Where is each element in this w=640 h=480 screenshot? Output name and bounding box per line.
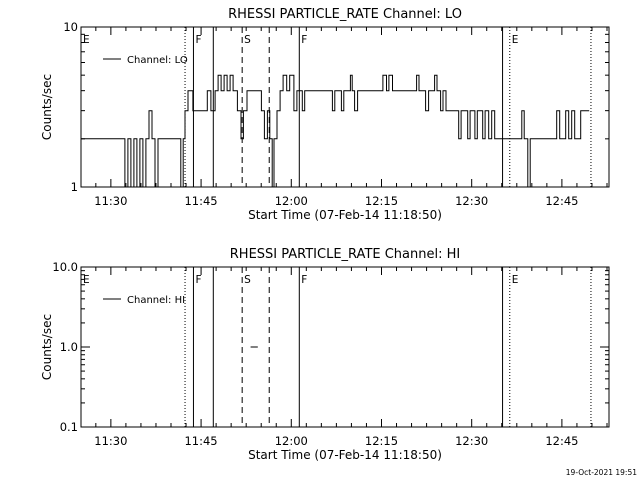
x-tick-label: 12:00 <box>275 434 308 448</box>
plot-frame <box>80 266 610 428</box>
event-marker-label: F <box>301 34 307 46</box>
event-marker-label: S <box>244 274 251 286</box>
event-marker-label: S <box>244 34 251 46</box>
event-marker-label: F <box>301 274 307 286</box>
chart-panel-2: RHESSI PARTICLE_RATE Channel: HI 0.1 1.0 10… <box>40 247 610 462</box>
y-tick-label: 1.0 <box>60 340 78 354</box>
plot-frame <box>80 26 610 188</box>
x-tick-label: 12:45 <box>545 434 578 448</box>
event-marker-label: E <box>512 274 519 286</box>
series-line-Channel: LO <box>81 74 590 188</box>
x-tick-label: 12:15 <box>365 434 398 448</box>
chart-panel-1: RHESSI PARTICLE_RATE Channel: LO 1 10 Count… <box>40 7 610 222</box>
x-axis-label: Start Time (07-Feb-14 11:18:50) <box>248 448 442 462</box>
x-tick-label: 11:30 <box>94 434 127 448</box>
event-marker-label: E <box>83 274 90 286</box>
x-tick-label: 12:15 <box>365 194 398 208</box>
chart-title: RHESSI PARTICLE_RATE Channel: LO <box>228 7 462 22</box>
y-tick-label: 0.1 <box>60 420 78 434</box>
timestamp: 19-Oct-2021 19:51 <box>566 468 637 477</box>
y-axis-label: Counts/sec <box>40 74 54 140</box>
y-axis-label: Counts/sec <box>40 314 54 380</box>
x-tick-label: 12:45 <box>545 194 578 208</box>
x-tick-label: 11:30 <box>94 194 127 208</box>
y-tick-label: 1 <box>71 180 78 194</box>
y-tick-label: 10 <box>63 20 78 34</box>
legend-entry: Channel: HI <box>127 295 185 306</box>
x-tick-label: 11:45 <box>184 194 217 208</box>
legend-entry: Channel: LO <box>127 55 188 66</box>
x-tick-label: 12:00 <box>275 194 308 208</box>
x-tick-label: 12:30 <box>455 194 488 208</box>
event-marker-label: E <box>83 34 90 46</box>
event-marker-label: F <box>195 34 201 46</box>
event-marker-label: F <box>195 274 201 286</box>
x-tick-label: 11:45 <box>184 434 217 448</box>
x-axis-label: Start Time (07-Feb-14 11:18:50) <box>248 208 442 222</box>
event-marker-label: E <box>512 34 519 46</box>
y-tick-label: 10.0 <box>52 260 78 274</box>
x-tick-label: 12:30 <box>455 434 488 448</box>
chart-title: RHESSI PARTICLE_RATE Channel: HI <box>230 247 460 262</box>
